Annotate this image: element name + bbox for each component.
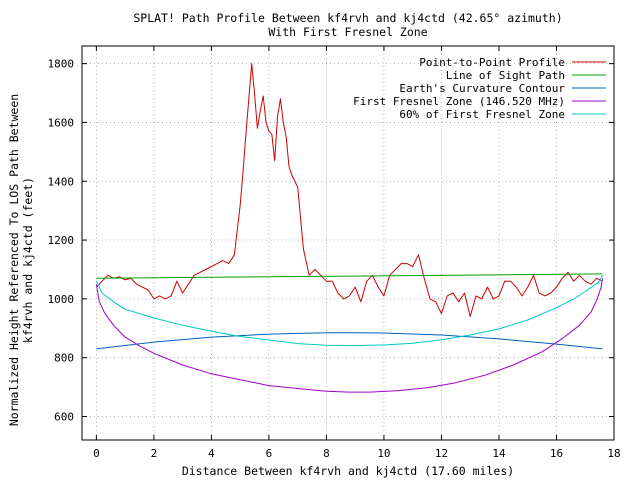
legend-label-2: Earth's Curvature Contour — [399, 82, 565, 95]
y-axis-title-line2: kf4rvh and kj4ctd (feet) — [21, 177, 35, 343]
x-tick-label: 12 — [435, 447, 448, 460]
x-tick-label: 14 — [492, 447, 506, 460]
axis-ticks: 0 2 4 6 8 10 12 14 16 18 600 800 1000 1200 1400 1600 180… — [48, 46, 621, 460]
y-tick-label: 600 — [54, 410, 74, 423]
series-line-2 — [96, 332, 603, 350]
legend-label-4: 60% of First Fresnel Zone — [399, 108, 565, 121]
x-tick-label: 10 — [377, 447, 390, 460]
y-tick-label: 1000 — [48, 293, 75, 306]
x-tick-label: 6 — [266, 447, 273, 460]
x-tick-label: 4 — [208, 447, 215, 460]
series-line-3 — [95, 278, 603, 393]
x-tick-label: 8 — [323, 447, 330, 460]
y-tick-label: 1600 — [48, 116, 75, 129]
series-line-1 — [96, 273, 603, 279]
y-tick-label: 800 — [54, 352, 74, 365]
y-axis-title-line1: Normalized Height Referenced To LOS Path… — [7, 94, 21, 426]
legend-label-1: Line of Sight Path — [446, 69, 565, 82]
series-line-4 — [95, 275, 603, 347]
plot-frame — [81, 45, 615, 441]
y-tick-label: 1200 — [48, 234, 75, 247]
x-tick-label: 0 — [93, 447, 100, 460]
x-tick-label: 18 — [607, 447, 620, 460]
series-layer — [95, 63, 603, 393]
y-tick-label: 1800 — [48, 58, 75, 71]
legend-label-0: Point-to-Point Profile — [419, 56, 565, 69]
series-line-0 — [96, 63, 603, 317]
x-axis-title: Distance Between kf4rvh and kj4ctd (17.6… — [182, 464, 514, 478]
chart-subtitle: With First Fresnel Zone — [268, 25, 427, 39]
x-tick-label: 16 — [550, 447, 563, 460]
y-tick-label: 1400 — [48, 175, 75, 188]
x-tick-label: 2 — [151, 447, 158, 460]
chart-title: SPLAT! Path Profile Between kf4rvh and k… — [133, 11, 562, 25]
legend-label-3: First Fresnel Zone (146.520 MHz) — [353, 95, 565, 108]
